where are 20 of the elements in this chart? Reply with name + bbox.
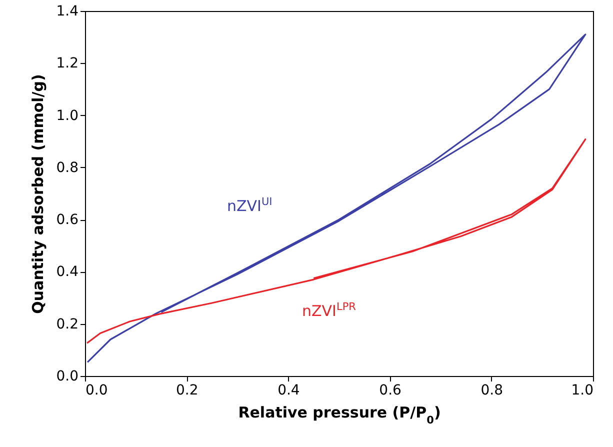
- x-axis-title: Relative pressure (P/P$_{0}$): [238, 404, 441, 426]
- x-tick-label: 0.0: [86, 382, 108, 398]
- x-tick-label: 0.6: [379, 382, 402, 398]
- x-tick-label: 1.0: [571, 382, 594, 398]
- y-tick-label: 1.0: [56, 108, 78, 124]
- y-tick-label: 0.0: [56, 368, 78, 384]
- x-tick-label: 0.8: [480, 382, 504, 398]
- series-label: nZVI$^{LPR}$: [302, 301, 356, 320]
- x-tick-label: 0.4: [278, 382, 300, 398]
- y-tick-label: 0.2: [56, 316, 78, 332]
- line-series: [86, 34, 586, 363]
- y-axis-title: Quantity adsorbed (mmol/g): [29, 74, 48, 314]
- line-series: [86, 138, 586, 344]
- y-tick-label: 0.4: [56, 264, 79, 280]
- y-tick-label: 0.6: [56, 212, 79, 228]
- text: nZVI$^{UI}$: [227, 196, 272, 215]
- y-tick-label: 0.8: [56, 160, 78, 176]
- y-tick-label: 1.4: [56, 4, 79, 20]
- x-tick-label: 0.2: [176, 382, 198, 398]
- y-tick-label: 1.2: [56, 56, 78, 72]
